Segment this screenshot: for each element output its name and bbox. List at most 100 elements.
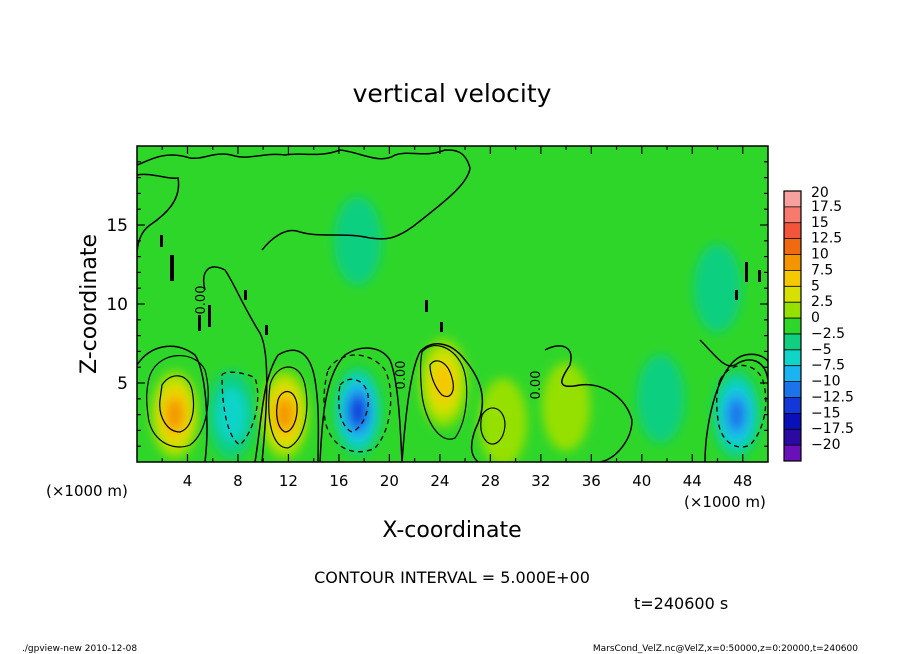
zero-contour-upper	[137, 149, 471, 251]
velocity-cell-1-level-4	[166, 399, 184, 430]
x-tick-label-16: 16	[329, 472, 348, 490]
noise-3	[208, 305, 211, 327]
colorbar-swatch-1	[784, 191, 801, 207]
colorbar-label-6: 7.5	[811, 262, 833, 278]
x-tick-label-28: 28	[481, 472, 500, 490]
colorbar-swatch-3	[784, 222, 801, 239]
zero-contour-lower	[137, 266, 768, 462]
colorbar-swatch-4	[784, 238, 801, 255]
y-tick-label-10: 10	[106, 295, 128, 315]
colorbar-swatch-2	[784, 206, 801, 223]
y-tick-label-15: 15	[106, 216, 128, 236]
velocity-cell-5-level-3	[433, 363, 455, 403]
colorbar-swatch-15	[784, 413, 801, 430]
contour-label-3: 0.00	[529, 371, 544, 400]
velocity-cell-10	[333, 196, 382, 286]
noise-4	[198, 315, 201, 331]
velocity-cell-8	[636, 354, 685, 444]
colorbar-swatch-5	[784, 254, 801, 271]
contour-label-2: 0.00	[394, 361, 409, 390]
colorbar-swatch-12	[784, 365, 801, 382]
x-tick-label-12: 12	[279, 472, 298, 490]
y-tick-label-5: 5	[117, 374, 128, 394]
colorbar-label-3: 15	[811, 215, 829, 231]
zero-contours	[137, 149, 768, 462]
noise-11	[735, 290, 738, 300]
time-annotation: t=240600 s	[634, 594, 728, 613]
colorbar-swatch-7	[784, 286, 801, 303]
noise-8	[440, 322, 443, 332]
velocity-cell-3	[260, 370, 309, 459]
x-tick-label-44: 44	[683, 472, 702, 490]
velocity-cell-9-level-4	[728, 399, 745, 430]
velocity-cell-7-level-1	[542, 362, 591, 451]
noise-features	[160, 235, 761, 335]
colorbar-swatch-13	[784, 381, 801, 398]
colorbar-frame	[783, 190, 802, 462]
colorbar-swatch-10	[784, 333, 801, 350]
x-tick-label-24: 24	[430, 472, 449, 490]
x-axis-label: X-coordinate	[382, 518, 521, 543]
velocity-cell-2	[207, 370, 256, 459]
velocity-cell-11-level-1	[693, 243, 742, 333]
colorbar: 2017.51512.5107.552.50−2.5−5−7.5−10−12.5…	[783, 185, 854, 462]
contour-label-1: 0.00	[194, 286, 209, 315]
x-tick-label-20: 20	[380, 472, 399, 490]
colorbar-label-15: −15	[811, 405, 841, 421]
positive-contour-4	[276, 391, 298, 433]
velocity-cell-4-level-5	[350, 398, 365, 425]
positive-contours	[146, 344, 506, 449]
colorbar-label-1: 20	[811, 185, 829, 201]
dashed-contour-3	[716, 364, 767, 448]
velocity-cell-6	[479, 378, 527, 462]
noise-5	[244, 290, 247, 300]
velocity-cell-8-level-1	[636, 354, 685, 444]
velocity-cell-10-level-1	[333, 196, 382, 286]
colorbar-label-11: −5	[811, 342, 832, 358]
colorbar-label-4: 12.5	[811, 231, 842, 247]
positive-contour-3	[268, 366, 308, 449]
colorbar-label-8: 2.5	[811, 294, 833, 310]
noise-6	[265, 325, 268, 335]
dashed-contour-1	[221, 371, 259, 446]
positive-contour-2	[159, 375, 195, 433]
noise-7	[425, 300, 428, 312]
x-tick-label-48: 48	[733, 472, 752, 490]
colorbar-label-13: −10	[811, 374, 841, 390]
velocity-cell-7	[542, 362, 591, 451]
colorbar-label-17: −20	[811, 437, 841, 453]
colorbar-swatch-14	[784, 397, 801, 414]
x-tick-label-4: 4	[183, 472, 193, 490]
dashed-contours	[221, 354, 767, 453]
footer-left: ./gpview-new 2010-12-08	[22, 644, 137, 654]
velocity-cell-2-level-2	[216, 387, 247, 442]
noise-10	[758, 270, 761, 282]
dashed-contour-2	[323, 354, 392, 453]
colorbar-swatch-6	[784, 270, 801, 287]
colorbar-swatch-9	[784, 318, 801, 334]
y-unit-label: (×1000 m)	[46, 482, 128, 500]
x-tick-label-8: 8	[233, 472, 243, 490]
positive-contour-7	[480, 407, 506, 445]
x-tick-label-36: 36	[582, 472, 601, 490]
x-unit-label: (×1000 m)	[684, 493, 766, 511]
noise-9	[745, 262, 748, 282]
colorbar-label-14: −12.5	[811, 389, 854, 405]
chart-title: vertical velocity	[353, 79, 552, 108]
positive-contour-6	[429, 360, 454, 398]
velocity-cell-5	[419, 338, 468, 428]
colorbar-label-16: −17.5	[811, 421, 854, 437]
velocity-cell-3-level-4	[276, 399, 293, 430]
velocity-cell-11	[693, 243, 742, 333]
colorbar-swatch-17	[784, 445, 801, 461]
noise-2	[160, 235, 163, 247]
contour-interval-text: CONTOUR INTERVAL = 5.000E+00	[314, 568, 590, 587]
y-axis-label: Z-coordinate	[77, 234, 102, 374]
colorbar-label-12: −7.5	[811, 358, 845, 374]
zero-contour-left	[137, 173, 180, 256]
noise-1	[170, 255, 174, 281]
colorbar-label-5: 10	[811, 247, 829, 263]
positive-contour-5	[419, 344, 468, 440]
